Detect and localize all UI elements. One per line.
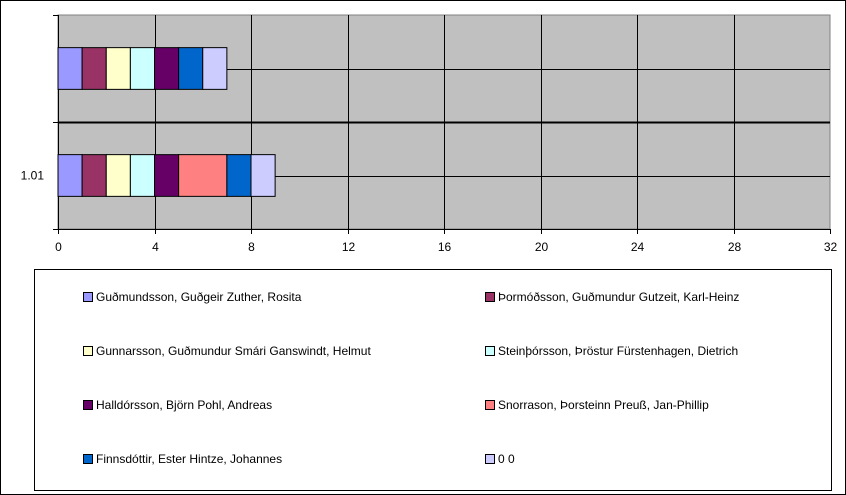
- legend-item: Finnsdóttir, Ester Hintze, Johannes: [83, 452, 282, 466]
- bar-segment: [202, 47, 228, 90]
- x-tick-label: 28: [728, 240, 742, 254]
- legend-swatch: [83, 400, 93, 410]
- legend-swatch: [83, 346, 93, 356]
- chart-legend: Guðmundsson, Guðgeir Zuther, Rosita Þormó…: [34, 269, 832, 491]
- x-tick-label: 4: [152, 240, 159, 254]
- legend-label: 0 0: [498, 452, 515, 466]
- x-tick-label: 20: [535, 240, 549, 254]
- legend-label: Steinþórsson, Þröstur Fürstenhagen, Diet…: [498, 344, 739, 358]
- legend-item: Gunnarsson, Guðmundur Smári Ganswindt, H…: [83, 344, 371, 358]
- legend-item: Snorrason, Þorsteinn Preuß, Jan-Phillip: [485, 398, 709, 412]
- x-tick-label: 0: [55, 240, 62, 254]
- bar-segment: [250, 154, 276, 197]
- y-tick-label: 1.01: [21, 169, 45, 183]
- x-tick-label: 12: [342, 240, 356, 254]
- x-tick-label: 8: [248, 240, 255, 254]
- bar-segment: [154, 154, 180, 197]
- bar-segment: [81, 47, 107, 90]
- x-tick-label: 32: [824, 240, 838, 254]
- legend-item: Steinþórsson, Þröstur Fürstenhagen, Diet…: [485, 344, 738, 358]
- legend-swatch: [485, 400, 495, 410]
- bar-segment: [105, 154, 131, 197]
- legend-item: Guðmundsson, Guðgeir Zuther, Rosita: [83, 290, 301, 304]
- legend-swatch: [485, 346, 495, 356]
- bar-segment: [129, 154, 155, 197]
- legend-label: Halldórsson, Björn Pohl, Andreas: [96, 398, 273, 412]
- legend-swatch: [485, 454, 495, 464]
- x-tick-label: 16: [438, 240, 452, 254]
- legend-item: 0 0: [485, 452, 515, 466]
- bar-segment: [129, 47, 155, 90]
- stacked-bar-chart: 1.01 0 4 8 12 16 20 24 28 32: [21, 14, 838, 254]
- bar-segment: [57, 47, 83, 90]
- bar-segment: [105, 47, 131, 90]
- legend-label: Guðmundsson, Guðgeir Zuther, Rosita: [96, 290, 302, 304]
- legend-item: Þormóðsson, Guðmundur Gutzeit, Karl-Hein…: [485, 290, 739, 304]
- legend-label: Snorrason, Þorsteinn Preuß, Jan-Phillip: [498, 398, 709, 412]
- bar-segment: [154, 47, 180, 90]
- legend-label: Gunnarsson, Guðmundur Smári Ganswindt, H…: [96, 344, 371, 358]
- bar-segment: [226, 154, 252, 197]
- bar-segment: [57, 154, 83, 197]
- bar-segment: [178, 47, 204, 90]
- legend-label: Þormóðsson, Guðmundur Gutzeit, Karl-Hein…: [498, 290, 740, 304]
- legend-item: Halldórsson, Björn Pohl, Andreas: [83, 398, 272, 412]
- x-tick-label: 24: [631, 240, 645, 254]
- legend-label: Finnsdóttir, Ester Hintze, Johannes: [96, 452, 283, 466]
- legend-swatch: [83, 292, 93, 302]
- bar-segment: [81, 154, 107, 197]
- bar-segment: [178, 154, 228, 197]
- legend-swatch: [83, 454, 93, 464]
- legend-swatch: [485, 292, 495, 302]
